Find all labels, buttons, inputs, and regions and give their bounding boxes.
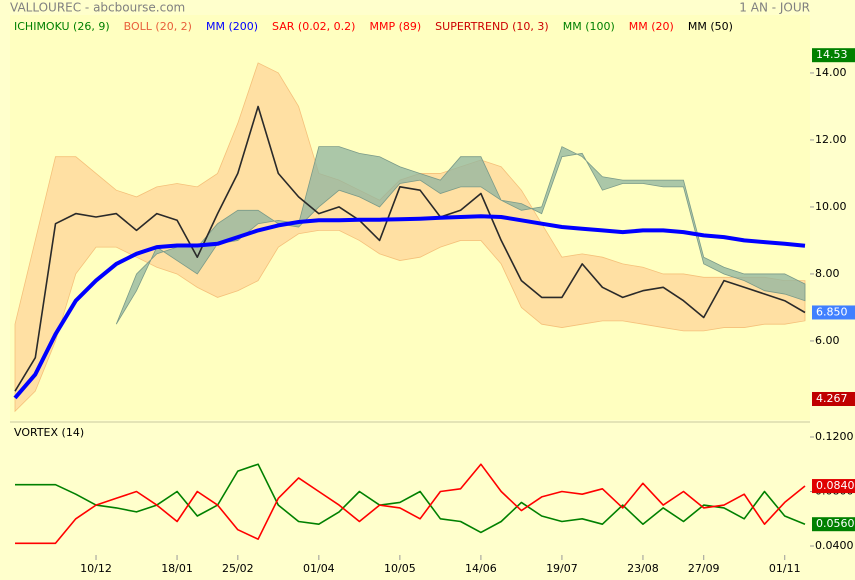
series-line <box>15 463 806 534</box>
value-marker-label: 0.0560 <box>816 517 855 530</box>
legend-entry: MMP (89) <box>369 20 421 33</box>
series-line <box>14 105 806 392</box>
x-tick-label: 18/01 <box>161 562 193 575</box>
vortex-title: VORTEX (14) <box>14 426 84 439</box>
series-line <box>15 463 806 545</box>
value-marker-label: 4.267 <box>816 392 848 405</box>
value-marker <box>812 391 855 406</box>
value-marker <box>812 479 855 494</box>
legend-entry: SUPERTREND (10, 3) <box>435 20 549 33</box>
chart-title: VALLOUREC - abcbourse.com <box>10 1 185 15</box>
x-tick-label: 01/04 <box>303 562 335 575</box>
value-marker <box>812 48 855 63</box>
chart-subtitle: 1 AN - JOUR <box>739 1 810 15</box>
x-tick-label: 19/07 <box>546 562 578 575</box>
y-tick-label: 12.00 <box>815 133 847 146</box>
legend-entry: ICHIMOKU (26, 9) <box>14 20 110 33</box>
x-tick-label: 14/06 <box>465 562 497 575</box>
y-tick-label: 6.00 <box>815 334 840 347</box>
value-marker-label: 0.0840 <box>816 479 855 492</box>
value-marker <box>812 305 855 320</box>
series-line <box>13 214 806 400</box>
y-tick-label: 0.0400 <box>815 539 854 552</box>
value-marker <box>812 517 855 532</box>
legend-entry: MM (50) <box>688 20 733 33</box>
bollinger-band <box>14 62 806 413</box>
x-tick-label: 10/12 <box>80 562 112 575</box>
x-tick-label: 10/05 <box>384 562 416 575</box>
legend-entry: MM (100) <box>563 20 615 33</box>
value-marker-label: 6.850 <box>816 305 848 318</box>
legend-entry: SAR (0.02, 0.2) <box>272 20 355 33</box>
x-tick-label: 23/08 <box>627 562 659 575</box>
ichimoku-cloud <box>115 146 806 325</box>
y-tick-label: 0.1200 <box>815 430 854 443</box>
y-tick-label: 8.00 <box>815 267 840 280</box>
legend-entry: BOLL (20, 2) <box>124 20 192 33</box>
x-tick-label: 01/11 <box>769 562 801 575</box>
value-marker-label: 14.53 <box>816 48 848 61</box>
legend-entry: MM (20) <box>629 20 674 33</box>
y-tick-label: 14.00 <box>815 66 847 79</box>
x-tick-label: 27/09 <box>688 562 720 575</box>
y-tick-label: 10.00 <box>815 200 847 213</box>
x-tick-label: 25/02 <box>222 562 254 575</box>
legend-entry: MM (200) <box>206 20 258 33</box>
